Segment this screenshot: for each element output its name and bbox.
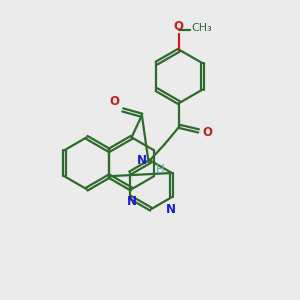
Text: N: N: [127, 195, 137, 208]
Text: N: N: [165, 203, 176, 216]
Text: N: N: [137, 154, 147, 167]
Text: O: O: [109, 95, 119, 109]
Text: H: H: [156, 163, 165, 176]
Text: CH₃: CH₃: [192, 22, 213, 32]
Text: O: O: [202, 126, 212, 139]
Text: O: O: [173, 20, 183, 32]
